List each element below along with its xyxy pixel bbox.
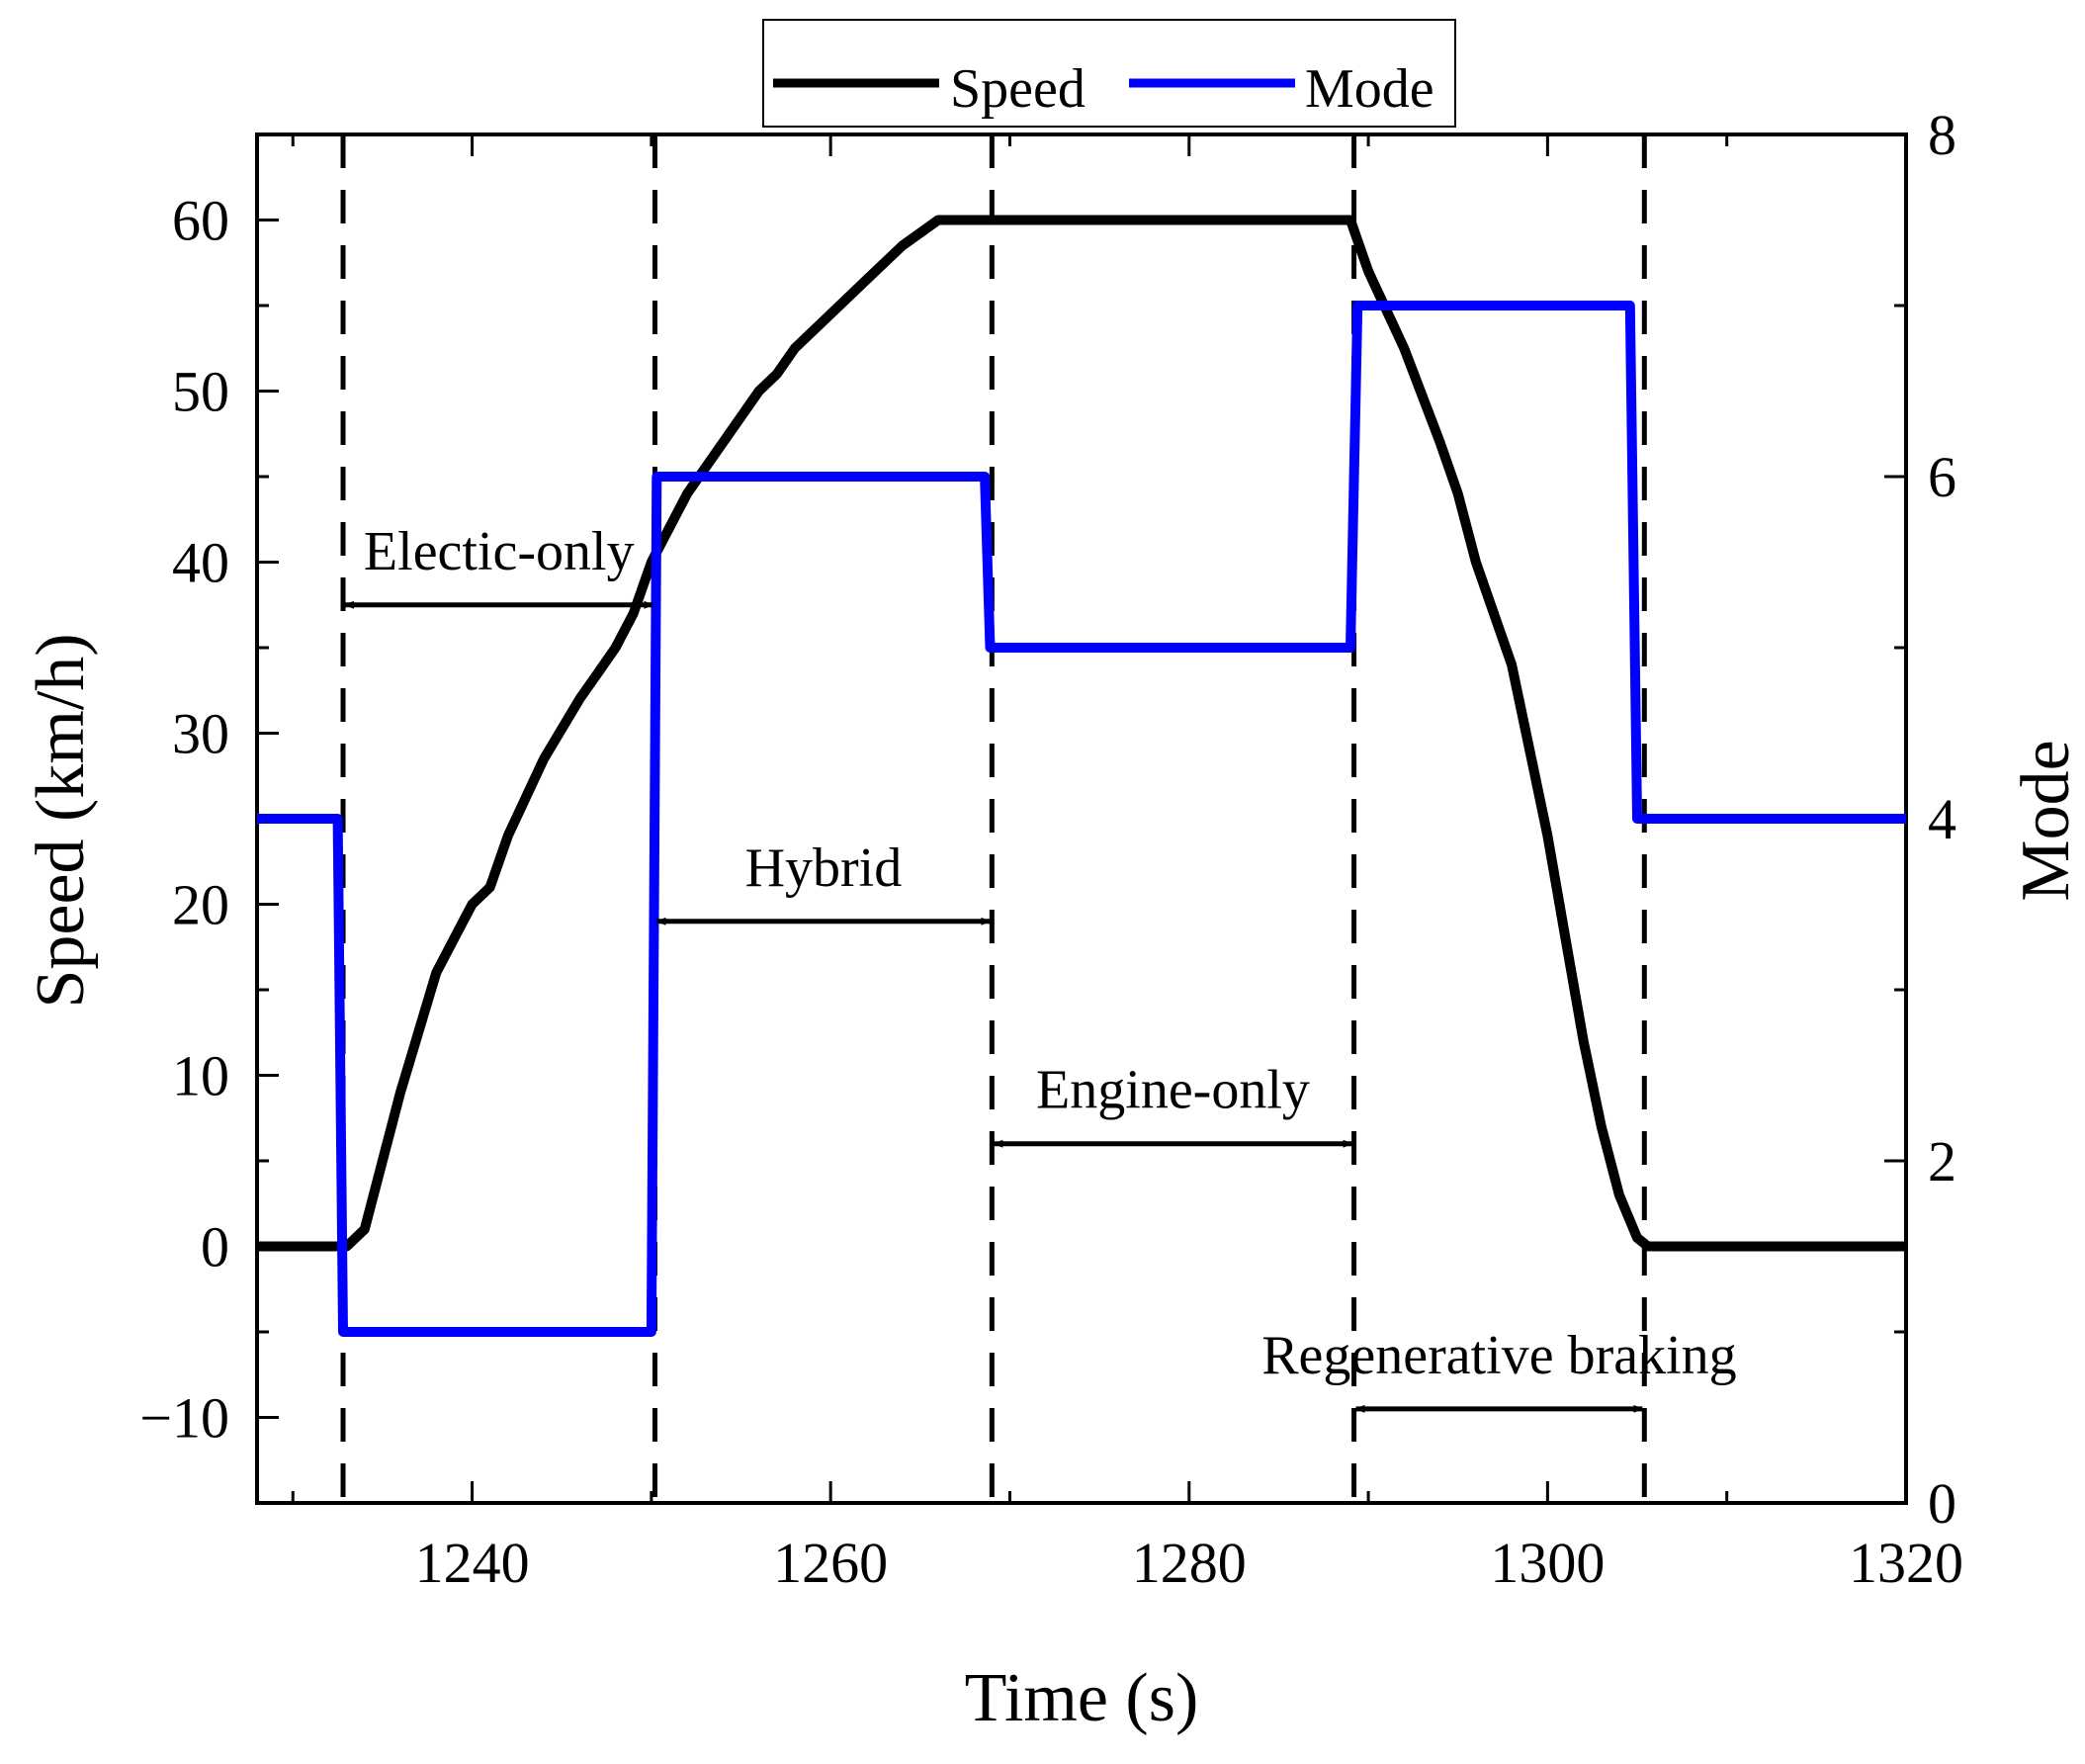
series-line-speed [257,215,1906,1252]
tick-labels: 1240 1260 1280 1300 1320 −10 0 10 20 30 40 50 60 0 2 4 6… [139,103,1963,1595]
series-line-mode [257,301,1906,1337]
y2-tick-label-0: 0 [1928,1471,1956,1536]
y-tick-label-60: 60 [172,189,229,253]
legend-label-mode: Mode [1305,58,1434,120]
annotations: Electic-only Hybrid Engine-only Regenerativ… [344,521,1737,1413]
legend-label-speed: Speed [950,58,1086,120]
x-tick-label-1320: 1320 [1849,1531,1963,1595]
x-tick-label-1240: 1240 [415,1531,530,1595]
legend-box [762,19,1456,128]
annotation-label-2: Engine-only [1036,1060,1310,1121]
y2-tick-label-2: 2 [1928,1129,1956,1193]
x-tick-label-1300: 1300 [1490,1531,1605,1595]
y-tick-label-50: 50 [172,360,229,424]
annotation-label-1: Hybrid [745,838,903,899]
y-axis-title: Speed (km/h) [23,633,99,1008]
annotation-label-0: Electic-only [364,521,635,582]
y2-tick-label-8: 8 [1928,103,1956,167]
annotation-label-3: Regenerative braking [1261,1325,1736,1386]
y-tick-label-30: 30 [172,702,229,766]
legend: Speed Mode [762,19,1456,128]
y-tick-label-10: 10 [172,1044,229,1108]
y2-axis-title: Mode [2008,740,2084,901]
y-tick-label--10: −10 [139,1386,229,1451]
y-tick-label-0: 0 [201,1215,229,1279]
x-tick-label-1260: 1260 [773,1531,888,1595]
y-tick-label-20: 20 [172,873,229,937]
x-axis-title: Time (s) [965,1660,1199,1736]
series [257,215,1906,1337]
y-tick-label-40: 40 [172,531,229,595]
phase-boundaries [340,134,1647,1503]
x-tick-label-1280: 1280 [1132,1531,1247,1595]
y2-tick-label-4: 4 [1928,787,1956,851]
y2-tick-label-6: 6 [1928,445,1956,509]
